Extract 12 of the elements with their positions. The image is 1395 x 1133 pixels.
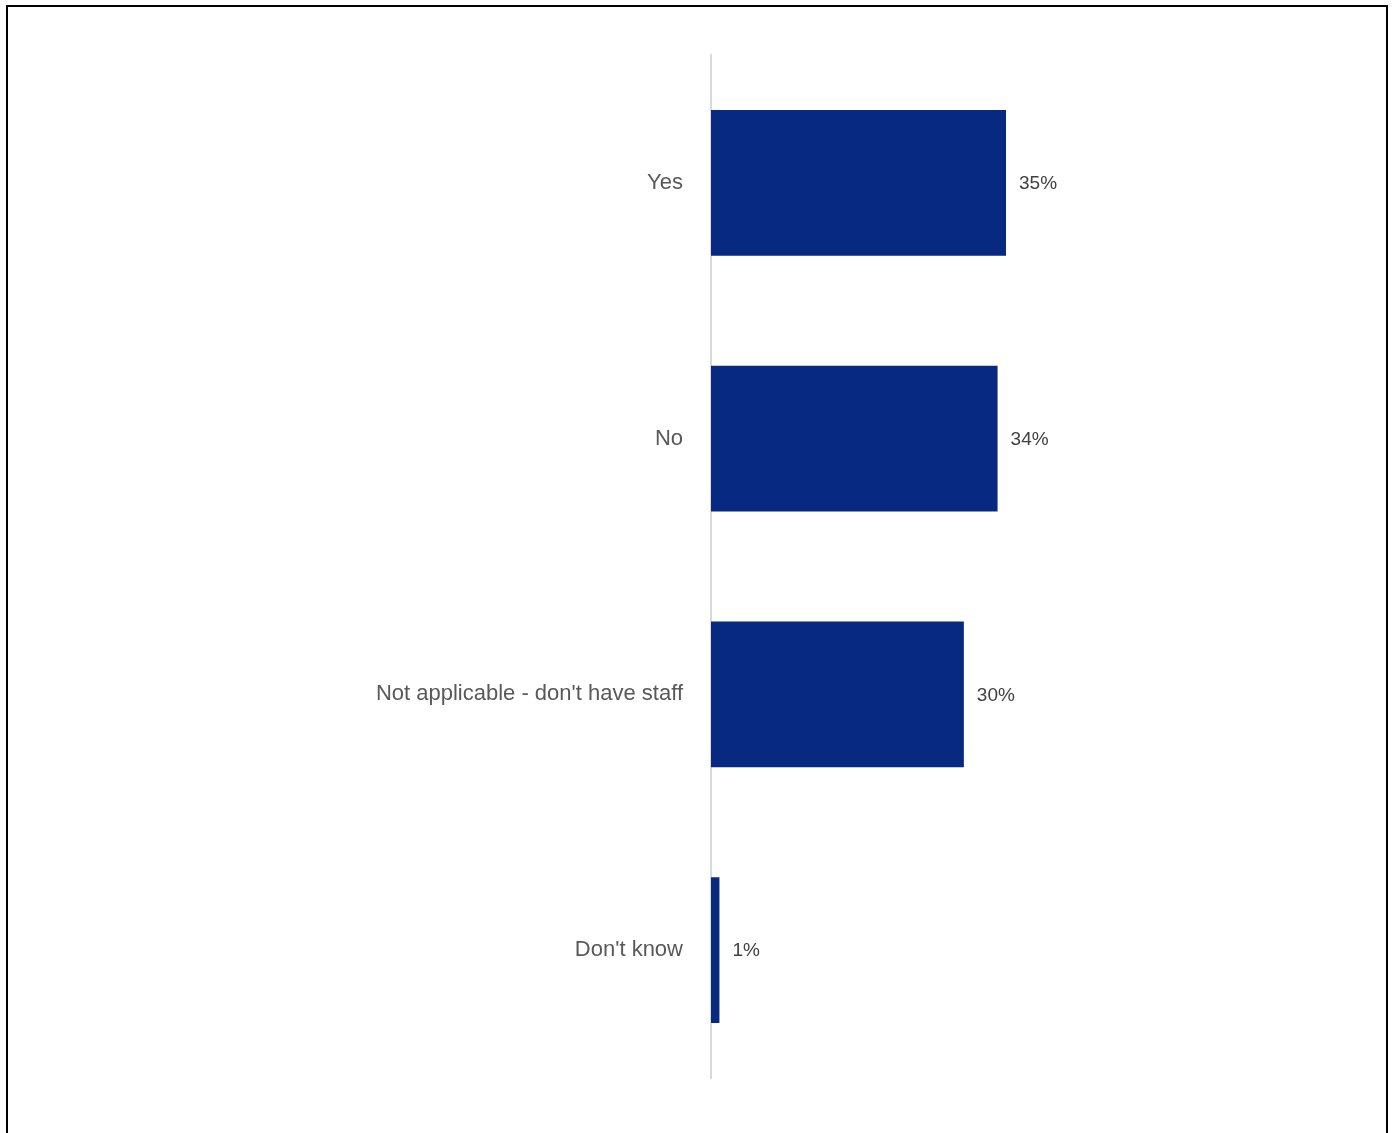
data-label: 35% [1019, 172, 1058, 194]
y-tick-label: No [654, 424, 683, 450]
bar [711, 109, 1006, 256]
data-label: 34% [1010, 427, 1049, 449]
bar [711, 365, 998, 512]
y-tick-label: Not applicable - don't have staff [375, 680, 684, 706]
y-tick-label: Yes [647, 168, 683, 194]
data-label: 1% [732, 939, 760, 961]
y-tick-label: Don't know [574, 936, 684, 962]
bar [711, 877, 720, 1024]
bar [711, 621, 964, 768]
data-label: 30% [976, 683, 1015, 705]
